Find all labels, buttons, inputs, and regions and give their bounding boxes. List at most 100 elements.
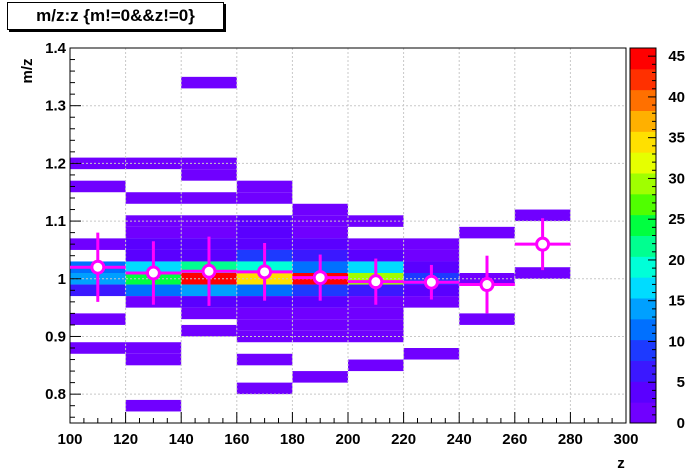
heatmap-cell — [292, 371, 348, 383]
palette-swatch — [630, 298, 656, 320]
profile-point — [145, 265, 161, 281]
heatmap-cell — [181, 307, 237, 320]
x-tick-label: 180 — [280, 431, 305, 448]
y-axis: 0.8 0.9 1 1.1 1.2 1.3 1.4 — [45, 40, 81, 418]
heatmap-cell — [459, 226, 515, 239]
palette-swatch — [630, 89, 656, 111]
y-tick-label: 1.1 — [45, 213, 66, 230]
palette-swatch — [630, 214, 656, 236]
profile-point — [535, 236, 551, 252]
heatmap-cell — [125, 342, 182, 354]
palette-swatch — [630, 110, 656, 132]
heatmap-cell — [292, 330, 348, 343]
y-tick-label: 1.4 — [45, 40, 67, 57]
palette-swatch — [630, 193, 656, 216]
heatmap-cell — [125, 215, 182, 227]
profile-point — [479, 277, 495, 293]
palette-swatch — [630, 131, 656, 153]
profile-point — [368, 274, 384, 290]
palette-tick-label: 10 — [668, 333, 685, 350]
heatmap-cell — [403, 238, 460, 250]
profile-point — [257, 264, 273, 280]
x-tick-label: 140 — [169, 431, 194, 448]
palette-tick-label: 40 — [668, 89, 685, 106]
y-tick-label: 1.2 — [45, 155, 66, 172]
heatmap-cell — [181, 157, 237, 170]
color-palette: 0 5 10 15 20 25 30 35 40 45 — [629, 47, 685, 432]
heatmap-cell — [514, 209, 571, 222]
heatmap-cell — [181, 192, 237, 204]
heatmap-cell — [181, 76, 237, 89]
y-tick-label: 0.9 — [45, 328, 66, 345]
x-tick-label: 240 — [447, 431, 472, 448]
heatmap-cell — [514, 267, 571, 279]
heatmap-cell — [348, 249, 404, 262]
y-axis-label: m/z — [19, 58, 36, 83]
palette-swatch — [630, 339, 656, 361]
heatmap-cell — [292, 319, 348, 331]
y-tick-label: 1 — [58, 271, 66, 288]
heatmap-cell — [236, 215, 293, 227]
heatmap-cell — [403, 296, 460, 308]
x-tick-label: 260 — [502, 431, 527, 448]
x-axis: 100 120 140 160 180 200 220 240 260 280 300 — [57, 412, 639, 448]
heatmap-cell — [292, 215, 348, 227]
heatmap-cell — [403, 348, 460, 360]
palette-swatch — [630, 68, 656, 91]
heatmap-cell — [236, 296, 293, 308]
palette-tick-label: 25 — [668, 211, 685, 228]
palette-swatch — [630, 318, 656, 341]
heatmap-cell — [292, 296, 348, 308]
heatmap-cell — [292, 226, 348, 239]
heatmap-cell — [70, 313, 126, 325]
x-tick-label: 220 — [391, 431, 416, 448]
heatmap-cell — [181, 215, 237, 227]
heatmap-cell — [125, 399, 182, 412]
heatmap-cell — [292, 238, 348, 250]
heatmap-cell — [181, 169, 237, 181]
heatmap-cell — [125, 157, 182, 170]
chart-title: m/z:z {m!=0&&z!=0} — [7, 2, 224, 30]
heatmap-cell — [292, 307, 348, 320]
heatmap-cell — [236, 382, 293, 395]
heatmap-cell — [181, 324, 237, 337]
palette-tick-label: 5 — [677, 374, 685, 391]
heatmap-cell — [292, 203, 348, 216]
y-tick-label: 1.3 — [45, 98, 66, 115]
heatmap-cell — [70, 157, 126, 170]
x-tick-label: 280 — [558, 431, 583, 448]
heatmap-cell — [125, 353, 182, 366]
profile-point — [201, 263, 217, 279]
palette-swatch — [630, 360, 656, 382]
profile-point — [90, 259, 106, 275]
heatmap-cell — [70, 342, 126, 354]
heatmap-cell — [348, 319, 404, 331]
heatmap-cell — [236, 319, 293, 331]
palette-tick-label: 0 — [677, 415, 685, 432]
heatmap-cell — [236, 353, 293, 366]
x-tick-label: 120 — [113, 431, 138, 448]
heatmap-cell — [236, 226, 293, 239]
profile-series — [70, 218, 571, 314]
x-tick-label: 200 — [335, 431, 360, 448]
palette-swatch — [630, 256, 656, 278]
palette-swatch — [630, 402, 656, 424]
profile-point — [312, 270, 328, 286]
palette-swatch — [630, 48, 656, 70]
palette-swatch — [630, 381, 656, 403]
palette-tick-label: 35 — [668, 130, 685, 147]
x-tick-label: 100 — [57, 431, 82, 448]
heatmap-cell — [70, 180, 126, 193]
heatmap-cell — [459, 313, 515, 325]
heatmap-cell — [125, 226, 182, 239]
x-tick-label: 300 — [613, 431, 638, 448]
heatmap-cell — [125, 192, 182, 204]
y-tick-label: 0.8 — [45, 386, 66, 403]
palette-swatch — [630, 173, 656, 195]
heatmap-cell — [236, 330, 293, 343]
heatmap-cell — [403, 249, 460, 262]
profile-point — [423, 274, 439, 290]
palette-tick-label: 20 — [668, 252, 685, 269]
heatmap-cell — [236, 307, 293, 320]
